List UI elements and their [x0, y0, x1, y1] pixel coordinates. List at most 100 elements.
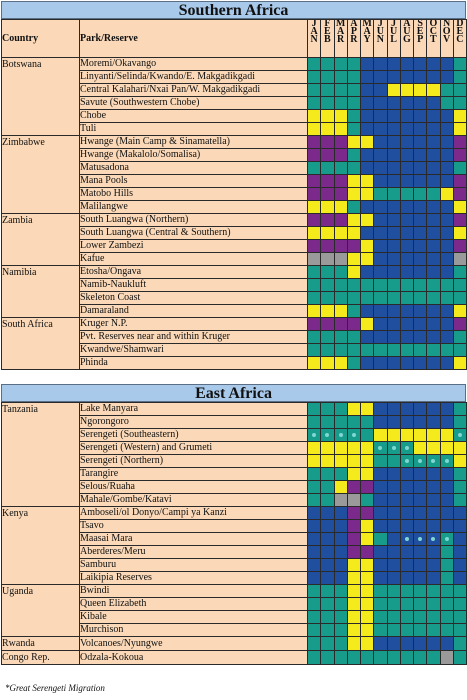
month-cell-nov [439, 558, 454, 572]
month-cell-may [359, 428, 375, 442]
month-cell-feb [320, 558, 335, 572]
month-cell-apr [346, 122, 362, 136]
month-cell-jul [386, 356, 401, 370]
month-cell-feb [320, 428, 335, 442]
month-cell-nov [439, 402, 454, 416]
month-cell-aug [399, 415, 415, 429]
table-row: Zimbabwe Hwange (Main Camp & Sinamatella) [1, 135, 467, 214]
month-cell-aug [399, 187, 415, 201]
month-cell-mar [333, 415, 348, 429]
month-cell-jun [373, 545, 388, 559]
month-cell-may [359, 584, 375, 598]
country-tanzania: Tanzania [1, 402, 80, 507]
month-cell-aug [399, 213, 415, 227]
month-cell-aug [399, 584, 415, 598]
month-cell-sep [412, 122, 428, 136]
month-cell-jan [306, 623, 322, 637]
month-cell-oct [426, 506, 441, 520]
park-name: Etosha/Ongava [79, 265, 308, 279]
park-name: Tarangire [79, 467, 308, 481]
month-cell-oct [426, 584, 441, 598]
park-name: Kibale [79, 610, 308, 624]
month-cell-dec [452, 161, 467, 175]
park-name: Lake Manyara [79, 402, 308, 416]
month-cell-mar [333, 291, 348, 305]
month-cell-apr [346, 135, 362, 149]
month-cell-dec [452, 200, 467, 214]
month-cell-sep [412, 226, 428, 240]
month-cell-jan [306, 200, 322, 214]
month-cell-nov [439, 493, 454, 507]
month-cell-dec [452, 441, 467, 455]
month-cell-may [359, 135, 375, 149]
month-cell-sep [412, 441, 428, 455]
table-row: Tuli [2, 122, 467, 136]
month-cell-jun [373, 226, 388, 240]
month-cell-feb [320, 454, 335, 468]
month-cell-mar [333, 161, 348, 175]
month-cell-sep [412, 415, 428, 429]
month-cell-jun [373, 467, 388, 481]
park-name: Ngorongoro [79, 415, 308, 429]
month-cell-aug [399, 467, 415, 481]
month-cell-feb [320, 304, 335, 318]
month-cell-jan [306, 650, 322, 665]
month-cell-nov [439, 291, 454, 305]
park-name: Serengeti (Northern) [79, 454, 308, 468]
month-cell-sep [412, 650, 428, 665]
month-cell-sep [412, 454, 428, 468]
month-cell-jan [306, 532, 322, 546]
month-cell-nov [439, 135, 454, 149]
month-cell-oct [426, 610, 441, 624]
park-name: Matobo Hills [79, 187, 308, 201]
month-cell-mar [333, 532, 348, 546]
month-cell-nov [439, 200, 454, 214]
month-cell-may [359, 226, 375, 240]
month-cell-mar [333, 252, 348, 266]
month-cell-dec [452, 343, 467, 357]
month-cell-dec [452, 493, 467, 507]
month-cell-sep [412, 493, 428, 507]
month-cell-mar [333, 83, 348, 97]
month-cell-jan [306, 226, 322, 240]
month-cell-jul [386, 304, 401, 318]
month-cell-feb [320, 226, 335, 240]
month-cell-aug [399, 57, 415, 71]
month-cell-mar [333, 402, 348, 416]
month-cell-sep [412, 545, 428, 559]
month-cell-nov [439, 441, 454, 455]
month-cell-may [359, 96, 375, 110]
month-cell-mar [333, 226, 348, 240]
month-cell-dec [452, 330, 467, 344]
month-cell-feb [320, 650, 335, 665]
month-cell-oct [426, 278, 441, 292]
month-cell-jan [306, 545, 322, 559]
month-cell-mar [333, 109, 348, 123]
month-cell-aug [399, 83, 415, 97]
month-cell-jan [306, 558, 322, 572]
month-cell-may [359, 558, 375, 572]
month-cell-aug [399, 304, 415, 318]
month-cell-sep [412, 623, 428, 637]
month-cell-jul [386, 506, 401, 520]
month-cell-oct [426, 161, 441, 175]
month-cell-dec [452, 454, 467, 468]
country-south-africa: South Africa [1, 317, 80, 370]
month-cell-dec [452, 356, 467, 370]
month-cell-jan [306, 135, 322, 149]
month-cell-feb [320, 174, 335, 188]
month-cell-aug [399, 161, 415, 175]
table-row: Kenya Amboseli/ol Donyo/Campi ya Kanzi [1, 506, 467, 585]
month-cell-apr [346, 584, 362, 598]
month-cell-jul [386, 278, 401, 292]
month-cell-jul [386, 636, 401, 651]
month-cell-aug [399, 532, 415, 546]
month-cell-oct [426, 200, 441, 214]
month-cell-jul [386, 252, 401, 266]
month-cell-aug [399, 96, 415, 110]
month-cell-may [359, 213, 375, 227]
month-cell-feb [320, 200, 335, 214]
